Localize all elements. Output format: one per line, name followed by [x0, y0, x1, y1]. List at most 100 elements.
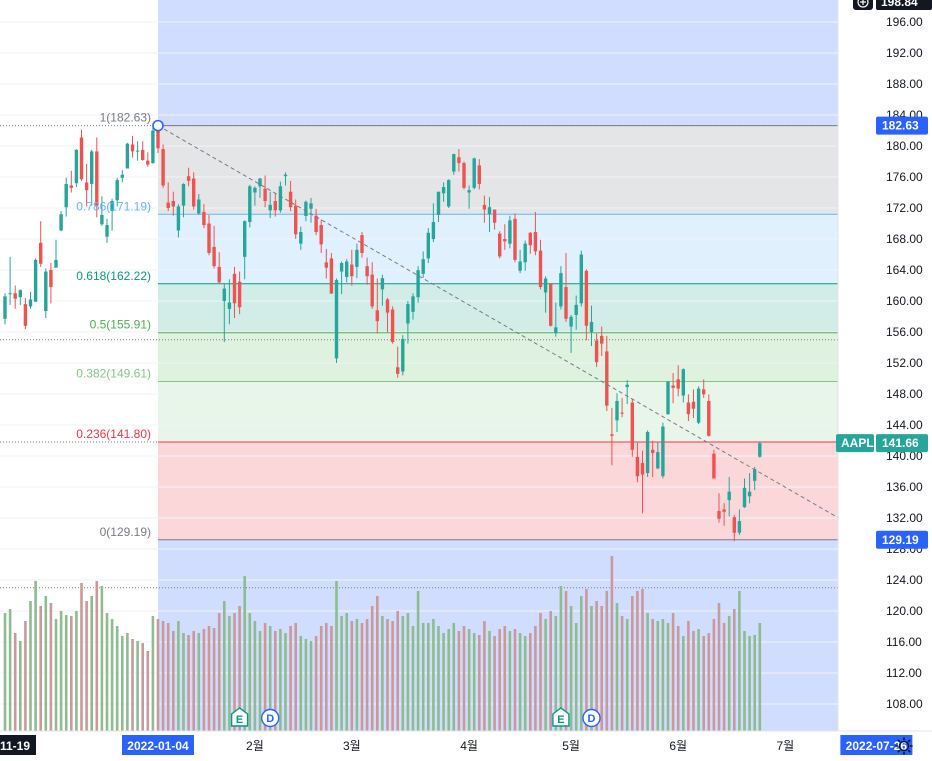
candle: [635, 442, 640, 483]
candle: [538, 239, 543, 290]
candle-body: [594, 340, 599, 363]
volume-bar: [636, 591, 639, 731]
candle: [681, 368, 685, 403]
candle-body: [156, 125, 160, 149]
candle-body: [248, 186, 252, 222]
fib-trend-dashed-line: [157, 125, 877, 541]
volume-bar: [110, 619, 114, 731]
candle-body: [686, 402, 691, 415]
volume-bar: [223, 601, 226, 731]
candle: [447, 179, 451, 208]
candle: [747, 473, 752, 504]
candle: [533, 211, 538, 256]
candle: [105, 218, 109, 243]
volume-bar: [263, 623, 267, 731]
volume-bar: [299, 636, 303, 731]
last-price-tag-bg: [876, 434, 928, 453]
volume-bar: [381, 616, 384, 731]
price-tick: 164.00: [886, 263, 923, 277]
candle: [380, 274, 385, 306]
candle: [737, 509, 742, 536]
candle: [523, 240, 527, 271]
candle: [370, 262, 374, 309]
candle: [115, 177, 119, 207]
candle-body: [569, 316, 573, 327]
volume-bar: [64, 615, 68, 731]
volume-bars: [3, 556, 762, 731]
candle-body: [253, 187, 257, 193]
price-candles: [3, 123, 762, 542]
axis-zoom-button[interactable]: [853, 0, 873, 10]
settings-gear-icon[interactable]: [895, 737, 913, 755]
volume-bar: [508, 631, 512, 731]
candle-body: [702, 389, 706, 395]
volume-bar: [166, 623, 170, 731]
candle-body: [559, 273, 563, 307]
candle-body: [304, 201, 308, 216]
candle-body: [462, 163, 466, 188]
price-tick: 116.00: [886, 635, 922, 649]
price-tick: 156.00: [886, 325, 923, 339]
volume-bar: [539, 613, 542, 731]
candle: [329, 252, 334, 295]
earnings-marker-letter: E: [236, 714, 243, 726]
candle-body: [666, 381, 670, 415]
candle-body: [513, 218, 517, 260]
candle: [319, 219, 323, 253]
candle: [84, 163, 89, 207]
candle: [462, 161, 466, 190]
fib-retracement-zones: [158, 125, 877, 540]
candle-body: [610, 434, 614, 436]
candle: [299, 226, 303, 250]
volume-bar: [467, 629, 471, 731]
volume-bar: [115, 626, 119, 731]
candle: [69, 170, 73, 193]
volume-bar: [355, 619, 359, 731]
candle: [482, 195, 487, 223]
candle: [33, 258, 38, 302]
candle-body: [518, 261, 522, 271]
candle: [554, 302, 558, 337]
price-tick: 124.00: [886, 573, 923, 587]
volume-bar: [411, 626, 415, 731]
candle-body: [212, 246, 216, 267]
candle-body: [39, 242, 43, 264]
volume-bar: [523, 636, 527, 731]
candle-body: [273, 201, 277, 211]
volume-bar: [228, 616, 231, 731]
volume-bar: [365, 619, 369, 731]
candle: [390, 306, 395, 344]
volume-bar: [656, 621, 660, 731]
candle: [294, 199, 298, 239]
candle: [416, 266, 420, 303]
candle-body: [406, 304, 410, 324]
symbol-label-bg: [836, 434, 874, 453]
volume-bar: [192, 631, 195, 731]
volume-bar: [325, 623, 328, 731]
candle-body: [554, 327, 558, 333]
candle-body: [329, 258, 334, 294]
candle-body: [141, 149, 145, 160]
volume-bar: [748, 636, 751, 731]
candle-body: [294, 205, 298, 235]
candle-body: [202, 211, 206, 226]
volume-bar: [442, 633, 445, 731]
candle: [186, 167, 191, 187]
volume-bar: [85, 601, 88, 731]
volume-bar: [625, 619, 629, 731]
volume-bar: [682, 636, 685, 731]
volume-bar: [406, 613, 410, 731]
candle: [120, 170, 124, 183]
candle: [365, 257, 369, 285]
volume-bar: [80, 583, 83, 731]
volume-bar: [370, 606, 374, 731]
volume-bar: [733, 609, 736, 731]
volume-bar: [8, 609, 12, 731]
candle-body: [620, 412, 624, 414]
volume-bar: [697, 629, 700, 731]
candle-body: [431, 221, 436, 240]
candle-body: [727, 491, 731, 501]
earnings-marker-box: [552, 707, 570, 727]
candle-body: [380, 278, 385, 290]
